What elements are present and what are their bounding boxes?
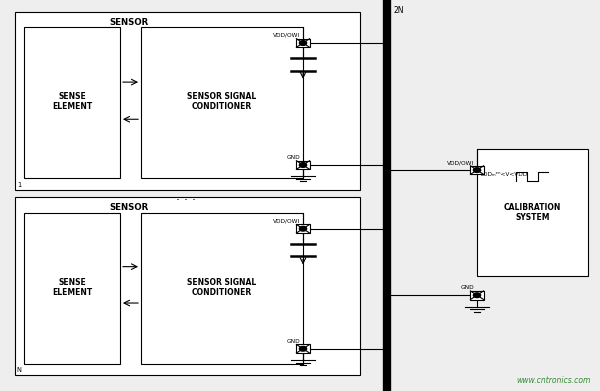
Circle shape (299, 226, 307, 231)
Bar (470, 291, 484, 300)
Circle shape (473, 293, 481, 298)
Text: . . .: . . . (176, 190, 196, 203)
Text: GND: GND (286, 339, 300, 344)
Text: VDD/OWI: VDD/OWI (273, 219, 300, 224)
Text: SENSE
ELEMENT: SENSE ELEMENT (52, 278, 92, 297)
Text: SENSOR: SENSOR (109, 18, 149, 27)
Bar (296, 224, 310, 233)
Bar (24, 213, 120, 364)
Text: SENSOR SIGNAL
CONDITIONER: SENSOR SIGNAL CONDITIONER (187, 92, 257, 111)
Bar (24, 27, 120, 178)
Bar (296, 344, 310, 353)
Text: VDD/OWI: VDD/OWI (447, 160, 474, 165)
Text: SENSE
ELEMENT: SENSE ELEMENT (52, 92, 92, 111)
Circle shape (299, 163, 307, 167)
Circle shape (299, 346, 307, 351)
Text: SENSOR SIGNAL
CONDITIONER: SENSOR SIGNAL CONDITIONER (187, 278, 257, 297)
Text: VDD/OWI: VDD/OWI (273, 33, 300, 38)
Bar (470, 166, 484, 174)
Text: N: N (17, 368, 22, 373)
Bar (141, 27, 303, 178)
Bar (15, 197, 360, 375)
Text: 1: 1 (17, 182, 21, 188)
Text: 2N: 2N (393, 6, 404, 15)
Bar (15, 12, 360, 190)
Text: GND: GND (286, 155, 300, 160)
Bar (477, 149, 588, 276)
Text: www.cntronics.com: www.cntronics.com (517, 376, 591, 385)
Circle shape (473, 168, 481, 172)
Text: SENSOR: SENSOR (109, 203, 149, 212)
Text: GND: GND (460, 285, 474, 290)
Bar (141, 213, 303, 364)
Bar (296, 39, 310, 47)
Text: CALIBRATION
SYSTEM: CALIBRATION SYSTEM (504, 203, 562, 222)
Bar (296, 161, 310, 169)
Circle shape (299, 41, 307, 45)
Text: VDDₘᵉⁿ<V<VDD: VDDₘᵉⁿ<V<VDD (480, 172, 528, 177)
